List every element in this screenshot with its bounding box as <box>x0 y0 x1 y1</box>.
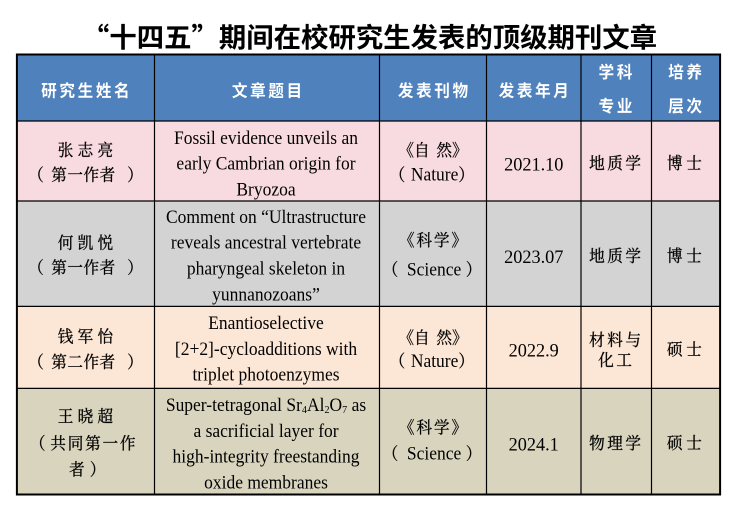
svg-text:7: 7 <box>342 405 347 416</box>
svg-text:Comment on “Ultrastructure: Comment on “Ultrastructure <box>166 206 366 227</box>
svg-text:early Cambrian origin for: early Cambrian origin for <box>176 153 355 174</box>
svg-text:2021.10: 2021.10 <box>504 154 563 175</box>
svg-text:Fossil evidence unveils an: Fossil evidence unveils an <box>174 127 358 148</box>
svg-text:a sacrificial layer for: a sacrificial layer for <box>193 420 338 441</box>
svg-text:pharyngeal skeleton in: pharyngeal skeleton in <box>187 258 345 279</box>
svg-text:reveals ancestral vertebrate: reveals ancestral vertebrate <box>171 232 361 253</box>
svg-text:Enantioselective: Enantioselective <box>208 312 324 333</box>
svg-text:Al: Al <box>307 394 324 415</box>
svg-text:2023.07: 2023.07 <box>504 247 563 268</box>
svg-text:as: as <box>352 394 367 415</box>
svg-text:2022.9: 2022.9 <box>509 340 559 361</box>
svg-text:triplet photoenzymes: triplet photoenzymes <box>192 364 339 385</box>
svg-text:[2+2]-cycloadditions with: [2+2]-cycloadditions with <box>175 338 357 359</box>
svg-text:Science: Science <box>407 259 461 280</box>
svg-text:Super-tetragonal Sr: Super-tetragonal Sr <box>166 394 302 415</box>
svg-text:oxide membranes: oxide membranes <box>204 472 328 493</box>
svg-text:Nature: Nature <box>411 164 459 185</box>
svg-text:4: 4 <box>302 405 308 416</box>
svg-text:Science: Science <box>407 443 461 464</box>
svg-text:2: 2 <box>324 405 329 416</box>
svg-text:2024.1: 2024.1 <box>509 434 559 455</box>
svg-text:Bryozoa: Bryozoa <box>236 179 295 200</box>
svg-text:yunnanozoans”: yunnanozoans” <box>212 284 320 305</box>
svg-text:high-integrity freestanding: high-integrity freestanding <box>173 446 360 467</box>
svg-text:Nature: Nature <box>411 350 459 371</box>
svg-text:O: O <box>330 394 343 415</box>
